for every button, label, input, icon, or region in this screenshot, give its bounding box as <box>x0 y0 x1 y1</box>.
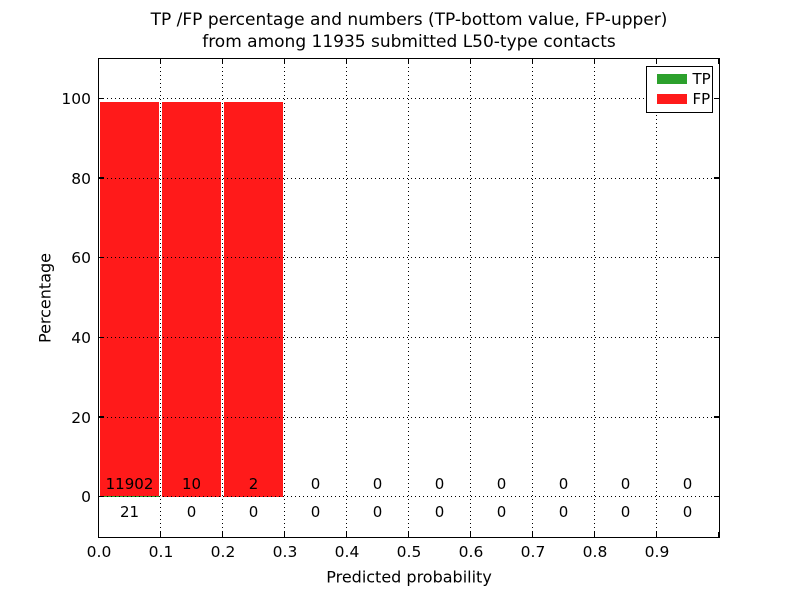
chart-title-line2: from among 11935 submitted L50-type cont… <box>202 32 616 52</box>
tick-mark-bottom <box>221 531 224 537</box>
x-tick-label: 0.0 <box>86 543 112 561</box>
tick-mark-top <box>159 58 162 64</box>
legend-label: FP <box>692 89 711 108</box>
tp-count: 0 <box>310 502 321 521</box>
x-tick-label: 0.8 <box>582 543 608 561</box>
tick-mark-right <box>713 336 719 338</box>
fp-count: 0 <box>310 474 321 493</box>
tick-mark-bottom <box>407 531 410 537</box>
tick-mark-left <box>98 416 104 418</box>
tp-count: 0 <box>248 502 259 521</box>
fp-count: 0 <box>372 474 383 493</box>
tick-mark-bottom <box>345 531 348 537</box>
x-tick-label: 0.9 <box>644 543 670 561</box>
tick-mark-right <box>713 97 719 99</box>
x-tick-label: 0.5 <box>396 543 422 561</box>
x-tick-label: 0.2 <box>210 543 236 561</box>
tp-count: 0 <box>558 502 569 521</box>
tick-mark-top <box>407 58 410 64</box>
legend-item: TP <box>656 69 712 88</box>
x-axis-label: Predicted probability <box>326 567 492 587</box>
tick-mark-bottom <box>283 531 286 537</box>
x-tick-label: 0.4 <box>334 543 360 561</box>
y-tick-label: 20 <box>71 408 91 427</box>
tick-mark-top <box>97 58 100 64</box>
x-tick-label: 0.1 <box>148 543 174 561</box>
legend: TP FP <box>645 65 713 113</box>
tick-mark-top <box>221 58 224 64</box>
x-tick-label: 0.7 <box>520 543 546 561</box>
tp-count: 0 <box>372 502 383 521</box>
count-rows: 11902 21 10 0 2 0 0 0 0 0 0 0 0 0 0 0 0 0 0 0 <box>99 59 719 537</box>
fp-count: 0 <box>434 474 445 493</box>
legend-item: FP <box>656 89 712 108</box>
bar-fp <box>100 102 159 496</box>
fp-count: 0 <box>682 474 693 493</box>
tick-mark-bottom <box>97 531 100 537</box>
tp-count: 21 <box>119 502 140 521</box>
chart-title-line1: TP /FP percentage and numbers (TP-bottom… <box>150 10 668 30</box>
tick-mark-bottom <box>593 531 596 537</box>
tick-mark-top <box>717 58 720 64</box>
y-tick-label: 40 <box>71 328 91 347</box>
tick-mark-top <box>283 58 286 64</box>
tick-mark-right <box>713 496 719 498</box>
tick-mark-bottom <box>469 531 472 537</box>
fp-count: 0 <box>496 474 507 493</box>
fp-count: 0 <box>620 474 631 493</box>
legend-swatch-fp-icon <box>656 94 687 104</box>
fp-count: 0 <box>558 474 569 493</box>
tp-count: 0 <box>496 502 507 521</box>
tp-count: 0 <box>682 502 693 521</box>
tick-mark-bottom <box>531 531 534 537</box>
tick-mark-right <box>713 177 719 179</box>
tick-mark-left <box>98 177 104 179</box>
chart-title: TP /FP percentage and numbers (TP-bottom… <box>151 9 668 53</box>
y-tick-label: 0 <box>81 488 91 507</box>
legend-swatch-tp-icon <box>656 74 687 84</box>
tp-count: 0 <box>186 502 197 521</box>
bars-layer <box>99 59 719 537</box>
tick-mark-left <box>98 336 104 338</box>
fp-count: 10 <box>181 474 202 493</box>
legend-label: TP <box>692 69 711 88</box>
tick-mark-right <box>713 257 719 259</box>
tp-count: 0 <box>620 502 631 521</box>
tick-mark-top <box>655 58 658 64</box>
fp-count: 11902 <box>105 474 154 493</box>
y-tick-label: 60 <box>71 249 91 268</box>
tick-mark-bottom <box>717 531 720 537</box>
tp-count: 0 <box>434 502 445 521</box>
tick-marks <box>97 58 720 537</box>
bar-fp <box>224 102 283 497</box>
tick-mark-top <box>531 58 534 64</box>
plot-area: 11902 21 10 0 2 0 0 0 0 0 0 0 0 0 0 0 0 0 0 0 TP FP <box>97 57 720 538</box>
tick-mark-top <box>345 58 348 64</box>
tick-mark-left <box>98 257 104 259</box>
tick-mark-top <box>593 58 596 64</box>
tick-mark-bottom <box>159 531 162 537</box>
tick-mark-left <box>98 496 104 498</box>
tick-mark-bottom <box>655 531 658 537</box>
bar-fp <box>162 102 221 497</box>
y-tick-label: 100 <box>61 89 91 108</box>
fp-count: 2 <box>248 474 259 493</box>
tick-mark-top <box>469 58 472 64</box>
y-tick-label: 80 <box>71 169 91 188</box>
x-tick-label: 0.3 <box>272 543 298 561</box>
tick-mark-right <box>713 416 719 418</box>
x-tick-label: 0.6 <box>458 543 484 561</box>
tick-mark-left <box>98 97 104 99</box>
